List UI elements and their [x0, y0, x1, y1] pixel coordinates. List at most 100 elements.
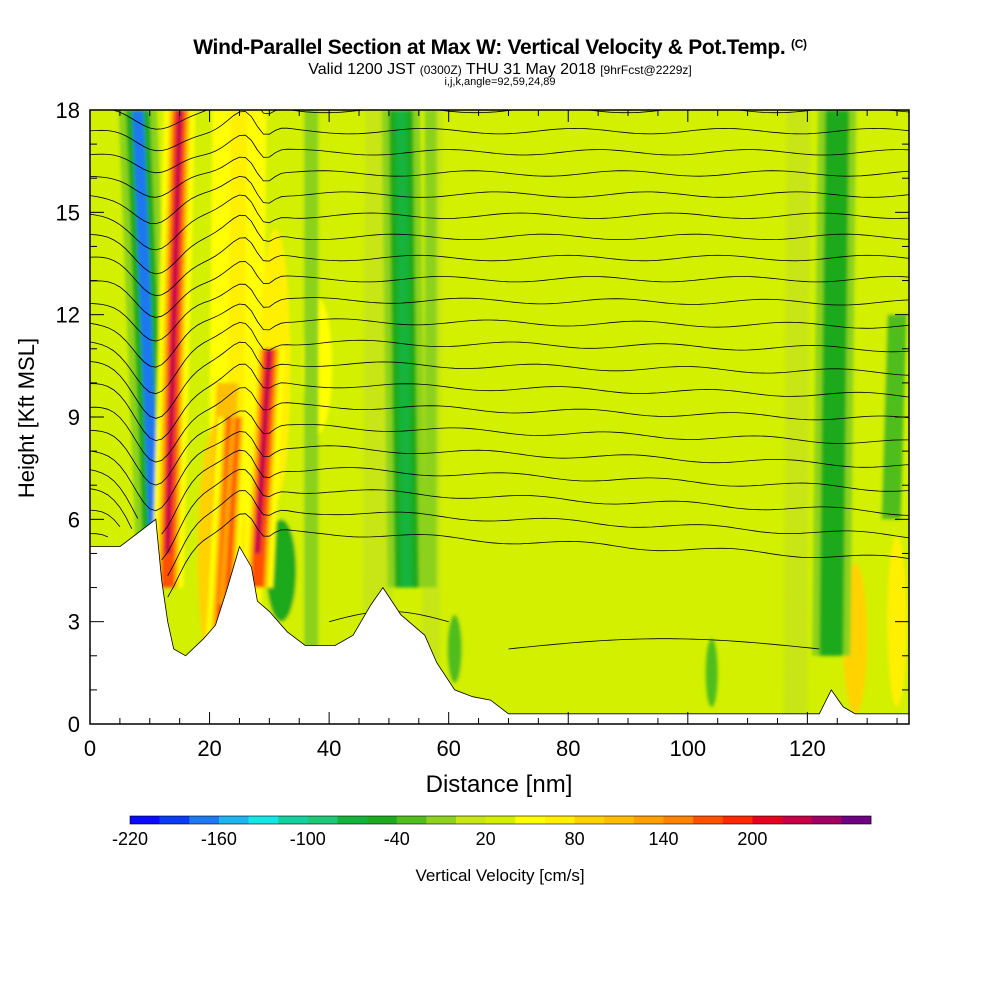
colorbar-swatch: [515, 816, 546, 824]
weak-updraft-band: [580, 110, 608, 724]
colorbar-swatch: [337, 816, 368, 824]
y-tick-label: 3: [68, 610, 80, 635]
colorbar-swatch: [485, 816, 516, 824]
weak-updraft-band: [666, 110, 703, 724]
downdraft-core: [395, 110, 413, 588]
x-tick-label: 100: [669, 736, 706, 761]
theta-contour: [90, 134, 909, 174]
colorbar-swatch: [752, 816, 783, 824]
theta-contour: [90, 341, 909, 419]
theta-contour: [90, 111, 909, 152]
downdraft-region: [447, 614, 462, 684]
theta-contour: [90, 194, 909, 251]
y-tick-label: 0: [68, 712, 80, 737]
colorbar-tick-label: -160: [201, 829, 237, 849]
x-tick-label: 40: [317, 736, 341, 761]
theta-contour: [508, 638, 820, 650]
colorbar-swatch: [396, 816, 427, 824]
colorbar-swatch: [663, 816, 694, 824]
theta-contour: [90, 9, 909, 31]
theta-contour: [90, 431, 909, 512]
theta-contour: [90, 261, 909, 318]
downdraft-band: [881, 314, 907, 520]
colorbar-swatch: [367, 816, 398, 824]
chart-subtitle: Valid 1200 JST (0300Z) THU 31 May 2018 […: [308, 61, 692, 78]
x-tick-label: 60: [436, 736, 460, 761]
y-tick-label: 18: [56, 98, 80, 123]
plot-area: [90, 0, 909, 724]
weak-updraft-band: [598, 110, 640, 724]
weak-updraft-band: [729, 110, 760, 724]
colorbar-swatch: [811, 816, 842, 824]
colorbar-swatch: [722, 816, 753, 824]
x-tick-label: 20: [197, 736, 221, 761]
colorbar-label: Vertical Velocity [cm/s]: [415, 866, 584, 885]
x-axis-label: Distance [nm]: [426, 771, 573, 798]
colorbar-swatch: [693, 816, 724, 824]
chart-indices: i,j,k,angle=92,59,24,89: [444, 76, 556, 88]
colorbar-tick-label: -220: [112, 829, 148, 849]
x-tick-label: 0: [84, 736, 96, 761]
theta-contour: [90, 449, 909, 535]
downdraft-band: [424, 110, 437, 588]
theta-contour: [90, 30, 909, 55]
colorbar-swatch: [574, 816, 605, 824]
weak-updraft-band: [520, 110, 563, 724]
colorbar-tick-label: 20: [476, 829, 496, 849]
theta-contour: [90, 363, 909, 442]
y-tick-label: 12: [56, 303, 80, 328]
chart-title: Wind-Parallel Section at Max W: Vertical…: [193, 36, 807, 59]
updraft-core: [218, 417, 237, 605]
theta-contour: [111, 110, 909, 130]
updraft-core: [254, 348, 273, 554]
potential-temperature-contours: [90, 0, 909, 650]
weak-updraft-band: [645, 110, 673, 724]
y-tick-label: 6: [68, 507, 80, 532]
x-tick-label: 80: [556, 736, 580, 761]
colorbar-swatch: [159, 816, 190, 824]
colorbar-swatch: [278, 816, 309, 824]
colorbar-frame: [129, 815, 872, 825]
theta-contour: [90, 68, 909, 106]
theta-contour: [90, 175, 909, 225]
theta-contour: [90, 303, 909, 368]
weak-updraft-band: [463, 110, 485, 724]
terrain: [90, 518, 909, 724]
colorbar-swatch: [841, 816, 872, 824]
colorbar-swatch: [189, 816, 220, 824]
colorbar-swatch: [633, 816, 664, 824]
colorbar-tick-label: 140: [648, 829, 678, 849]
theta-contour: [90, 0, 909, 8]
copyright-mark: (C): [791, 37, 807, 51]
theta-contour: [90, 387, 909, 463]
colorbar-swatch: [544, 816, 575, 824]
theta-contour: [90, 490, 909, 576]
colorbar-swatch: [604, 816, 635, 824]
updraft-core: [164, 110, 183, 554]
weak-updraft-band: [783, 110, 811, 724]
downdraft-band: [304, 110, 319, 724]
y-axis-label: Height [Kft MSL]: [14, 338, 39, 498]
x-tick-label: 120: [789, 736, 826, 761]
colorbar-swatch: [248, 816, 279, 824]
colorbar-swatch: [130, 816, 160, 824]
colorbar-tick-label: -40: [384, 829, 410, 849]
theta-contour: [90, 49, 909, 81]
y-tick-label: 15: [56, 200, 80, 225]
colorbar-tick-label: 200: [737, 829, 767, 849]
theta-contour: [90, 283, 909, 342]
colorbar-swatch: [426, 816, 457, 824]
theta-contour: [90, 214, 909, 275]
downdraft-region: [705, 638, 718, 707]
colorbar-swatch: [218, 816, 249, 824]
theta-contour: [90, 237, 909, 297]
downdraft-core: [825, 110, 843, 656]
theta-contour: [90, 322, 909, 395]
theta-contour: [90, 513, 909, 598]
colorbar-tick-label: 80: [565, 829, 585, 849]
y-tick-label: 9: [68, 405, 80, 430]
theta-contour: [90, 156, 909, 198]
theta-contour: [90, 410, 909, 486]
